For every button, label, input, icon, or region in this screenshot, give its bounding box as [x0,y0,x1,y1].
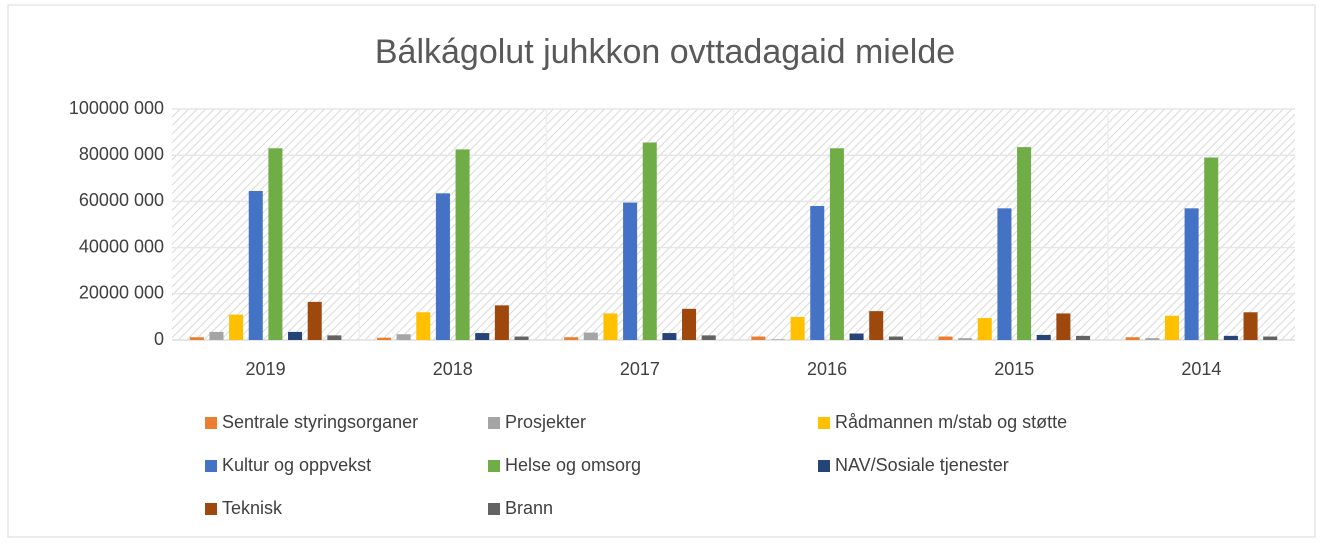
bar [583,332,598,340]
bar [888,336,903,340]
bar [642,142,657,340]
y-tick-label: 0 [154,329,164,349]
legend-label: Kultur og oppvekst [222,455,371,475]
bar [268,148,283,340]
bar [514,336,529,340]
bar [1017,147,1032,340]
bar [475,333,490,340]
bar [327,335,342,340]
legend-swatch [488,460,500,472]
legend-swatch [205,460,217,472]
bar [494,305,509,340]
bar [416,312,431,340]
y-tick-label: 40000 000 [79,236,164,256]
bar [790,316,805,340]
x-tick-label: 2015 [994,359,1034,379]
bar [396,334,411,340]
bar [751,336,766,340]
bar [376,337,391,340]
legend-label: Brann [505,498,553,518]
bar [564,337,579,340]
bar [1056,313,1071,340]
x-tick-label: 2019 [246,359,286,379]
legend-swatch [488,417,500,429]
bar [189,337,204,340]
bar [1036,334,1051,340]
bar [849,333,864,340]
legend-label: Helse og omsorg [505,455,641,475]
bar [307,301,322,340]
y-tick-label: 80000 000 [79,144,164,164]
bar [1164,315,1179,340]
bar [770,339,785,340]
legend-label: NAV/Sosiale tjenester [835,455,1009,475]
legend-swatch [818,417,830,429]
bar [938,336,953,340]
bar [435,193,450,340]
bar [1204,157,1219,340]
bar [662,333,677,340]
x-tick-label: 2016 [807,359,847,379]
bar [958,338,973,340]
bar [1145,338,1160,340]
bar [1125,337,1140,340]
y-tick-label: 60000 000 [79,190,164,210]
x-tick-label: 2018 [433,359,473,379]
x-tick-label: 2017 [620,359,660,379]
legend-swatch [205,417,217,429]
bar [229,314,244,340]
bar [1076,335,1091,340]
legend-label: Prosjekter [505,412,586,432]
legend-label: Teknisk [222,498,283,518]
bar [869,311,884,340]
bar [623,202,638,340]
bar [248,191,263,340]
chart-title: Bálkágolut juhkkon ovttadagaid mielde [375,33,955,71]
legend-swatch [488,503,500,515]
legend-label: Rådmannen m/stab og støtte [835,412,1067,432]
legend-swatch [205,503,217,515]
y-tick-label: 100000 000 [69,98,164,118]
bar [1263,336,1278,340]
bar [288,331,303,340]
bar [810,206,825,340]
bar [1243,312,1258,340]
bar [682,308,697,340]
bar [829,148,844,340]
legend-swatch [818,460,830,472]
bar [977,318,992,340]
bar [1184,208,1199,340]
bar [701,335,716,340]
y-tick-label: 20000 000 [79,283,164,303]
x-tick-label: 2014 [1181,359,1221,379]
bar [603,313,618,340]
legend-label: Sentrale styringsorganer [222,412,418,432]
bar [1223,335,1238,340]
bar [209,331,224,340]
bar [997,208,1012,340]
bar [455,149,470,340]
